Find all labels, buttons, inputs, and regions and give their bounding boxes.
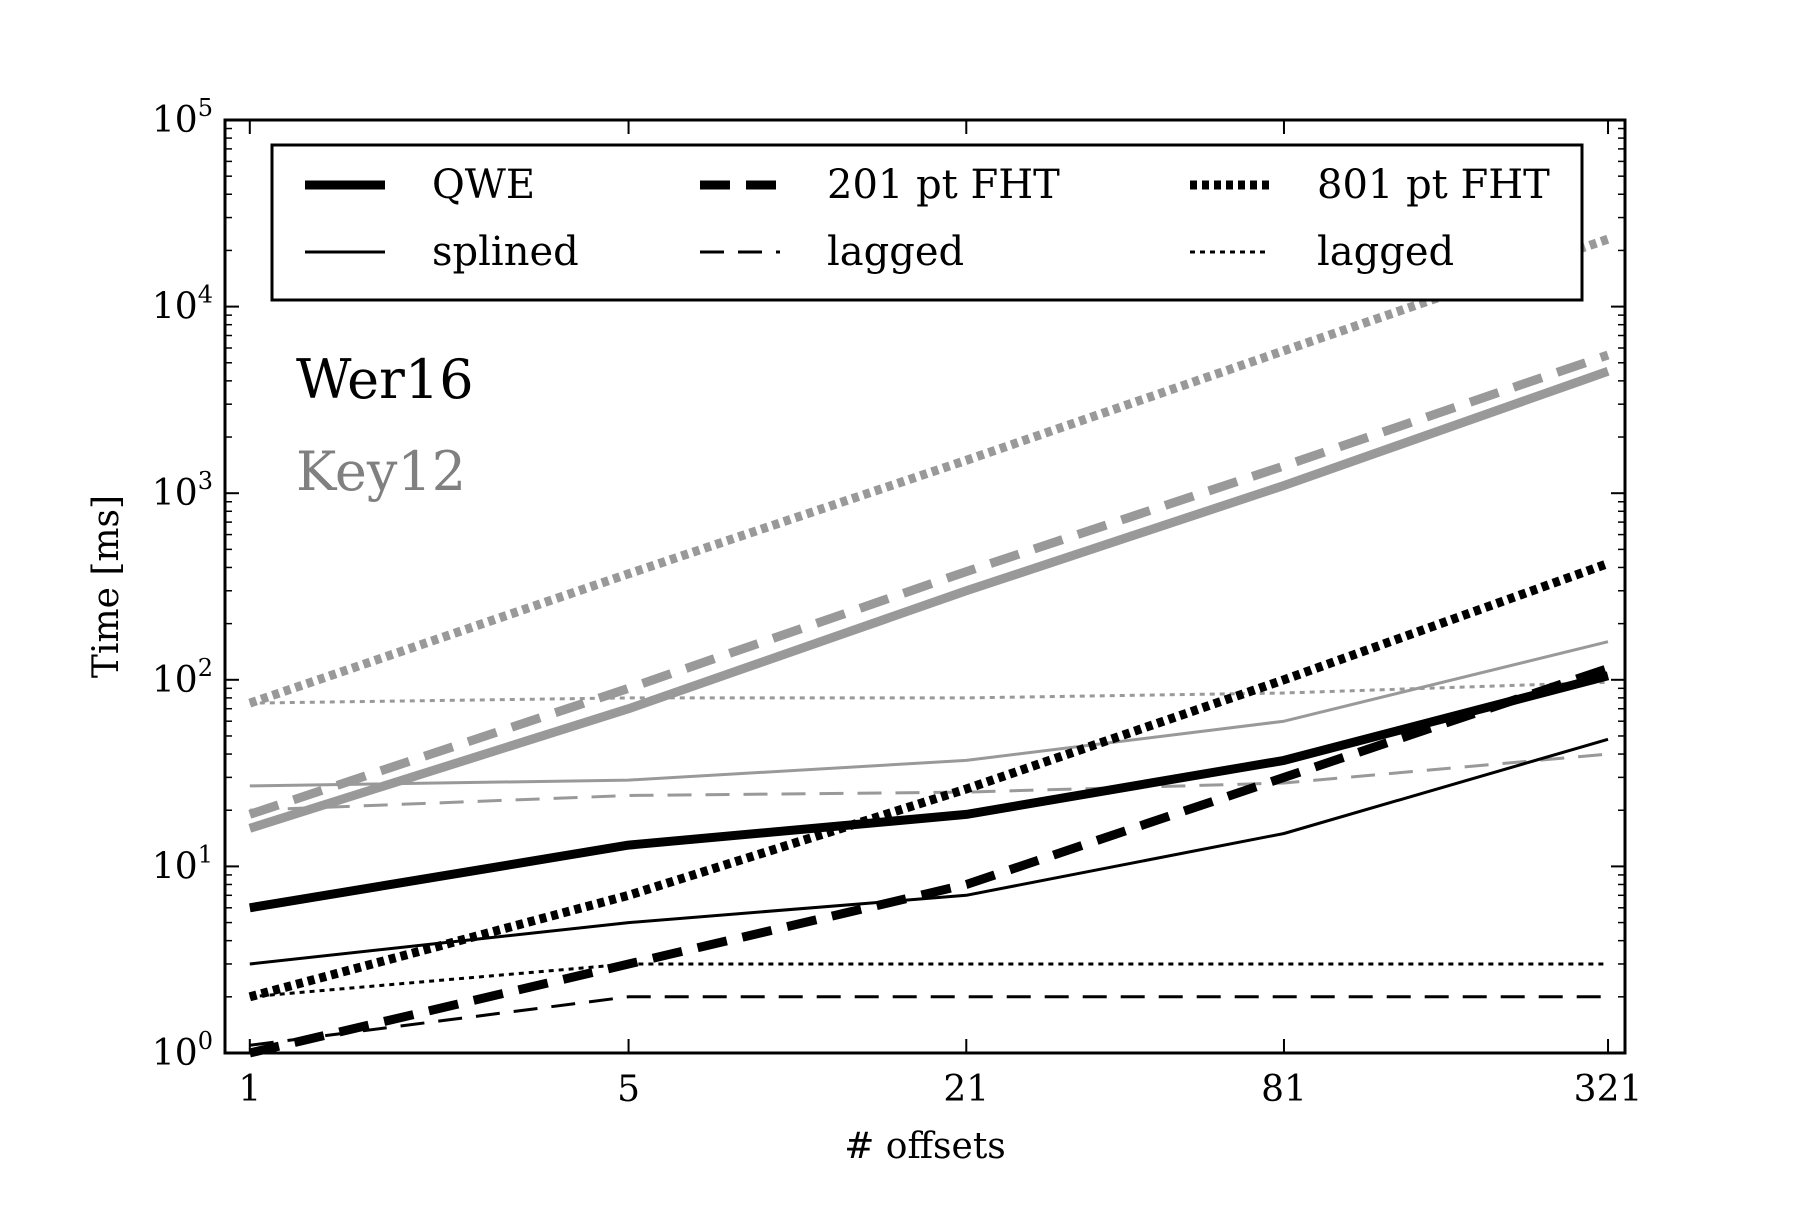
x-tick-label: 21 [943,1069,989,1110]
y-tick-label-exponent: 4 [198,281,213,309]
y-tick-label-base: 10 [152,1033,198,1074]
y-tick-label: 103 [152,467,213,514]
y-tick-label-exponent: 1 [198,840,213,868]
legend-label: 801 pt FHT [1317,162,1550,208]
series-wer16-201-pt-fht [248,664,1610,1058]
legend-label: lagged [1317,229,1454,275]
series-key12-qwe-splined [249,640,1609,788]
y-tick-label: 101 [152,840,213,887]
y-tick-label: 104 [152,281,213,328]
x-tick-label: 5 [617,1069,640,1110]
legend: QWE splined 201 pt FHT lagged 801 pt FHT lagg… [270,143,1584,302]
series-wer16-801-pt-fht-lagged [249,962,1608,999]
x-axis-label: # offsets [844,1126,1006,1167]
plot-frame [223,118,1627,1055]
y-tick-label-exponent: 5 [198,94,213,122]
series-wer16-801-pt-fht [248,559,1610,1002]
y-tick-label-base: 10 [152,846,198,887]
y-tick-label: 102 [152,654,213,701]
series-key12-201-pt-fht-lagged [249,752,1609,812]
x-tick-label: 81 [1261,1069,1307,1110]
legend-label: splined [432,229,579,275]
series-key12-801-pt-fht [248,234,1610,708]
x-tick-label: 1 [238,1069,261,1110]
series-key12-201-pt-fht [248,350,1610,819]
y-tick-label-base: 10 [152,287,198,328]
legend-box [270,143,1584,302]
y-tick-label-base: 10 [152,473,198,514]
annotation-wer16: Wer16 [296,348,474,411]
legend-label: 201 pt FHT [827,162,1060,208]
series-key12-801-pt-fht-lagged [249,680,1609,705]
x-tick-label: 321 [1574,1069,1643,1110]
series-wer16-qwe [249,671,1610,913]
y-tick-label: 105 [152,94,213,141]
series-wer16-qwe-splined [249,737,1609,966]
y-axis-label: Time [ms] [86,495,127,678]
y-tick-label-exponent: 3 [198,467,213,495]
legend-label: QWE [432,162,535,208]
y-tick-label: 100 [152,1027,213,1074]
y-tick-label-exponent: 2 [198,654,213,682]
y-tick-label-base: 10 [152,660,198,701]
annotation-key12: Key12 [296,440,466,503]
series-layer [248,234,1610,1058]
series-key12-qwe [248,367,1610,833]
annotations: Wer16 Key12 [296,348,474,503]
series-wer16-201-pt-fht-lagged [249,995,1608,1047]
legend-label: lagged [827,229,964,275]
y-tick-label-base: 10 [152,100,198,141]
y-tick-label-exponent: 0 [198,1027,213,1055]
